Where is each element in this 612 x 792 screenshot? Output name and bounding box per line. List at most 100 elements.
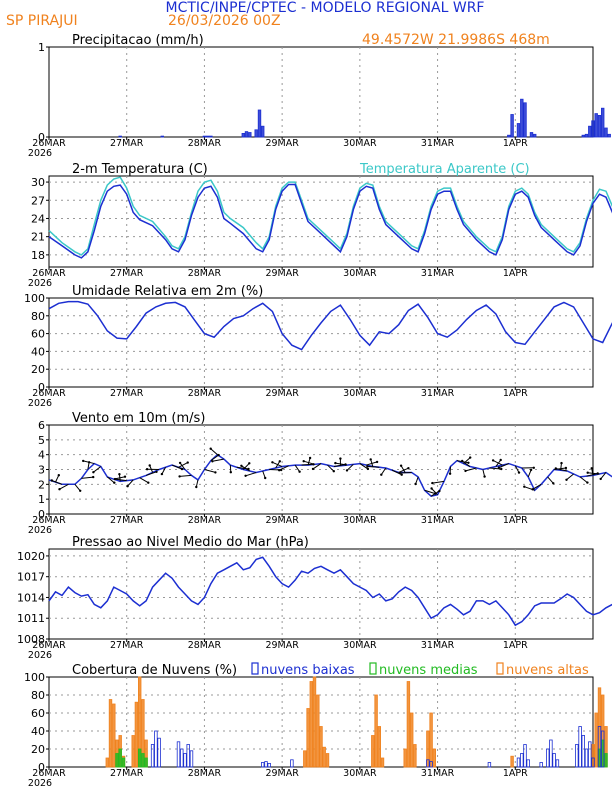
wind-arrow	[431, 488, 438, 496]
day-tick-label: 31MAR	[421, 768, 455, 779]
wind-arrow	[212, 458, 224, 462]
y-tick-label: 1	[38, 41, 45, 54]
wind-arrow	[566, 473, 574, 481]
wind-arrow-head	[113, 481, 116, 484]
panel-frame	[48, 297, 594, 388]
wind-arrow	[114, 478, 127, 482]
wind-arrow-head	[430, 487, 433, 490]
day-tick-label: 1APR	[503, 515, 528, 526]
day-tick-label: 30MAR	[343, 268, 377, 279]
day-tick-label: 26MAR	[32, 768, 66, 779]
y-tick-label: 100	[24, 292, 45, 305]
bar-precip	[254, 129, 258, 138]
day-tick-label: 27MAR	[110, 268, 144, 279]
bar-nuvens-altas	[134, 701, 139, 768]
bar-nuvens-altas	[322, 746, 326, 768]
panel-frame	[48, 46, 594, 138]
y-tick-label: 80	[31, 689, 45, 702]
wind-arrow-head	[398, 471, 401, 475]
wind-arrow	[527, 469, 532, 478]
wind-arrow-head	[483, 475, 486, 478]
y-tick-label: 0	[38, 508, 45, 521]
y-tick-label: 1017	[17, 571, 45, 584]
wind-arrow-head	[82, 459, 85, 463]
y-tick-label: 80	[31, 310, 45, 323]
day-tick-label: 26MAR	[32, 515, 66, 526]
series-line-vento	[48, 453, 612, 498]
wind-arrow-head	[50, 479, 53, 482]
bar-nuvens-medias	[144, 757, 148, 768]
bar-precip	[202, 135, 207, 138]
bar-nuvens-altas	[112, 703, 116, 768]
panel-clouds: 26MAR 27MAR 28MAR 29MAR 30MAR 31MAR 1APR 2026 0 2…	[24, 662, 608, 789]
header-run: 26/03/2026 00Z	[168, 13, 281, 29]
day-tick-label: 29MAR	[265, 515, 299, 526]
bar-nuvens-baixas	[157, 737, 161, 768]
wind-arrow	[482, 469, 486, 477]
wind-arrow-head	[264, 476, 267, 480]
wind-arrow	[51, 480, 63, 485]
day-tick-label: 28MAR	[188, 768, 222, 779]
wind-arrow	[87, 462, 90, 470]
wind-arrow-head	[366, 465, 369, 468]
wind-arrow	[399, 471, 412, 474]
bar-precip	[533, 133, 537, 138]
bar-nuvens-altas	[377, 726, 381, 768]
day-tick-label: 30MAR	[343, 640, 377, 651]
day-tick-label: 27MAR	[110, 640, 144, 651]
bar-nuvens-baixas	[264, 761, 268, 768]
bar-precip	[260, 125, 265, 138]
day-tick-label: 30MAR	[343, 138, 377, 149]
wind-arrow-head	[145, 468, 149, 471]
day-tick-label: 28MAR	[188, 515, 222, 526]
bar-nuvens-medias	[118, 748, 122, 768]
day-tick-label: 27MAR	[110, 388, 144, 399]
wind-arrow-head	[308, 456, 312, 460]
day-tick-label: 31MAR	[421, 515, 455, 526]
wind-arrow	[210, 454, 219, 462]
bar-nuvens-baixas	[154, 730, 158, 768]
wind-arrow-head	[186, 461, 189, 464]
year-label: 2026	[28, 650, 52, 661]
wind-arrow	[415, 476, 419, 485]
bar-precip	[604, 127, 608, 138]
year-label: 2026	[28, 525, 52, 536]
wind-arrow-head	[599, 477, 602, 481]
wind-arrow-head	[195, 485, 198, 489]
wind-arrow-head	[58, 488, 61, 491]
wind-arrow-head	[407, 467, 410, 470]
wind-arrow	[210, 448, 218, 456]
wind-arrow-head	[461, 459, 464, 463]
day-tick-label: 29MAR	[265, 388, 299, 399]
panel-frame	[48, 175, 594, 268]
day-tick-label: 27MAR	[110, 768, 144, 779]
bar-nuvens-baixas	[487, 762, 492, 768]
wind-arrow-head	[334, 461, 337, 465]
bar-nuvens-baixas	[429, 761, 433, 768]
wind-arrow-head	[500, 467, 503, 471]
bar-nuvens-baixas	[526, 759, 530, 768]
bar-nuvens-altas	[306, 708, 310, 768]
wind-arrow	[555, 468, 568, 472]
bar-precip	[594, 113, 598, 138]
legend-swatch	[251, 662, 259, 675]
legend-label: nuvens baixas	[261, 663, 355, 678]
bar-nuvens-baixas	[539, 762, 543, 768]
wind-arrow	[307, 457, 311, 466]
wind-arrow-head	[92, 471, 95, 474]
panel-frame	[48, 548, 594, 640]
wind-arrow	[294, 464, 301, 472]
bar-precip	[581, 134, 585, 138]
wind-arrow	[242, 462, 250, 470]
bar-precip	[248, 132, 252, 138]
day-tick-label: 31MAR	[421, 388, 455, 399]
bar-nuvens-baixas	[516, 757, 521, 768]
bar-precip	[584, 133, 589, 138]
wind-arrow	[106, 476, 115, 484]
y-tick-label: 5	[38, 434, 45, 447]
wind-arrow-head	[209, 447, 212, 450]
y-tick-label: 1020	[17, 550, 45, 563]
bar-nuvens-altas	[432, 748, 436, 768]
wind-arrow-head	[240, 464, 243, 467]
